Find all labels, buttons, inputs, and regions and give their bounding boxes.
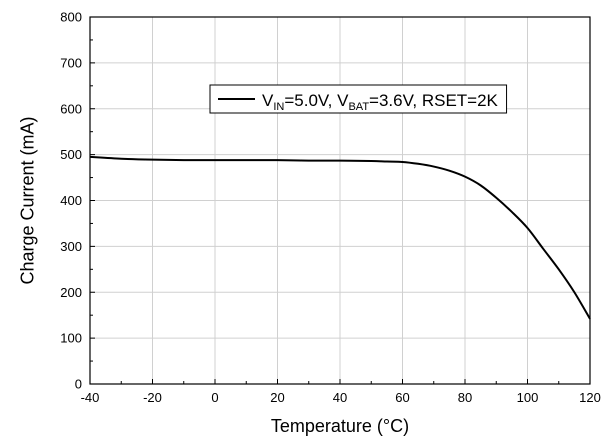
data-point — [448, 169, 451, 172]
x-tick-label: 120 — [579, 390, 601, 405]
data-point — [370, 160, 373, 163]
y-tick-label: 700 — [60, 55, 82, 70]
data-point — [385, 160, 388, 163]
data-point — [573, 291, 576, 294]
legend-subscript: BAT — [348, 101, 369, 113]
legend-label: VIN=5.0V, VBAT=3.6V, RSET=2K — [262, 91, 499, 113]
series-line — [89, 155, 591, 320]
grid — [90, 17, 590, 384]
y-tick-label: 800 — [60, 10, 82, 25]
legend: VIN=5.0V, VBAT=3.6V, RSET=2K — [209, 84, 508, 114]
y-tick-label: 300 — [60, 239, 82, 254]
data-point — [89, 155, 92, 158]
data-point — [557, 268, 560, 271]
x-tick-label: -40 — [81, 390, 100, 405]
y-tick-label: 400 — [60, 193, 82, 208]
x-tick-label: -20 — [143, 390, 162, 405]
x-axis-title: Temperature (°C) — [271, 416, 409, 436]
data-point — [276, 159, 279, 162]
axes — [89, 16, 591, 385]
data-point — [589, 317, 592, 320]
y-tick-label: 600 — [60, 101, 82, 116]
data-point — [479, 184, 482, 187]
x-tick-label: 60 — [395, 390, 409, 405]
y-tick-label: 200 — [60, 285, 82, 300]
data-point — [542, 247, 545, 250]
y-tick-label: 0 — [75, 377, 82, 392]
data-point — [245, 159, 248, 162]
y-axis-title: Charge Current (mA) — [17, 116, 37, 284]
data-point — [417, 162, 420, 165]
legend-subscript: IN — [273, 101, 284, 113]
legend-box — [209, 84, 508, 114]
data-point — [307, 159, 310, 162]
y-tick-label: 100 — [60, 331, 82, 346]
data-point — [526, 227, 529, 230]
data-point — [401, 160, 404, 163]
tick-labels: -40 -20 0 20 40 60 80 100 120 0 100 200 300 400 500 600… — [60, 10, 601, 406]
data-point — [464, 175, 467, 178]
x-tick-label: 40 — [333, 390, 347, 405]
x-tick-label: 0 — [211, 390, 218, 405]
data-point — [214, 159, 217, 162]
data-point — [432, 165, 435, 168]
series-layer — [89, 155, 592, 320]
data-point — [339, 159, 342, 162]
legend-text-part: =5.0V, V — [284, 91, 349, 110]
y-tick-label: 500 — [60, 147, 82, 162]
data-point — [510, 210, 513, 213]
x-tick-label: 80 — [458, 390, 472, 405]
data-point — [151, 158, 154, 161]
data-point — [495, 196, 498, 199]
legend-text-part: V — [262, 91, 274, 110]
data-point — [120, 157, 123, 160]
x-tick-label: 100 — [517, 390, 539, 405]
data-point — [182, 159, 185, 162]
x-tick-label: 20 — [270, 390, 284, 405]
legend-text-part: =3.6V, RSET=2K — [369, 91, 499, 110]
